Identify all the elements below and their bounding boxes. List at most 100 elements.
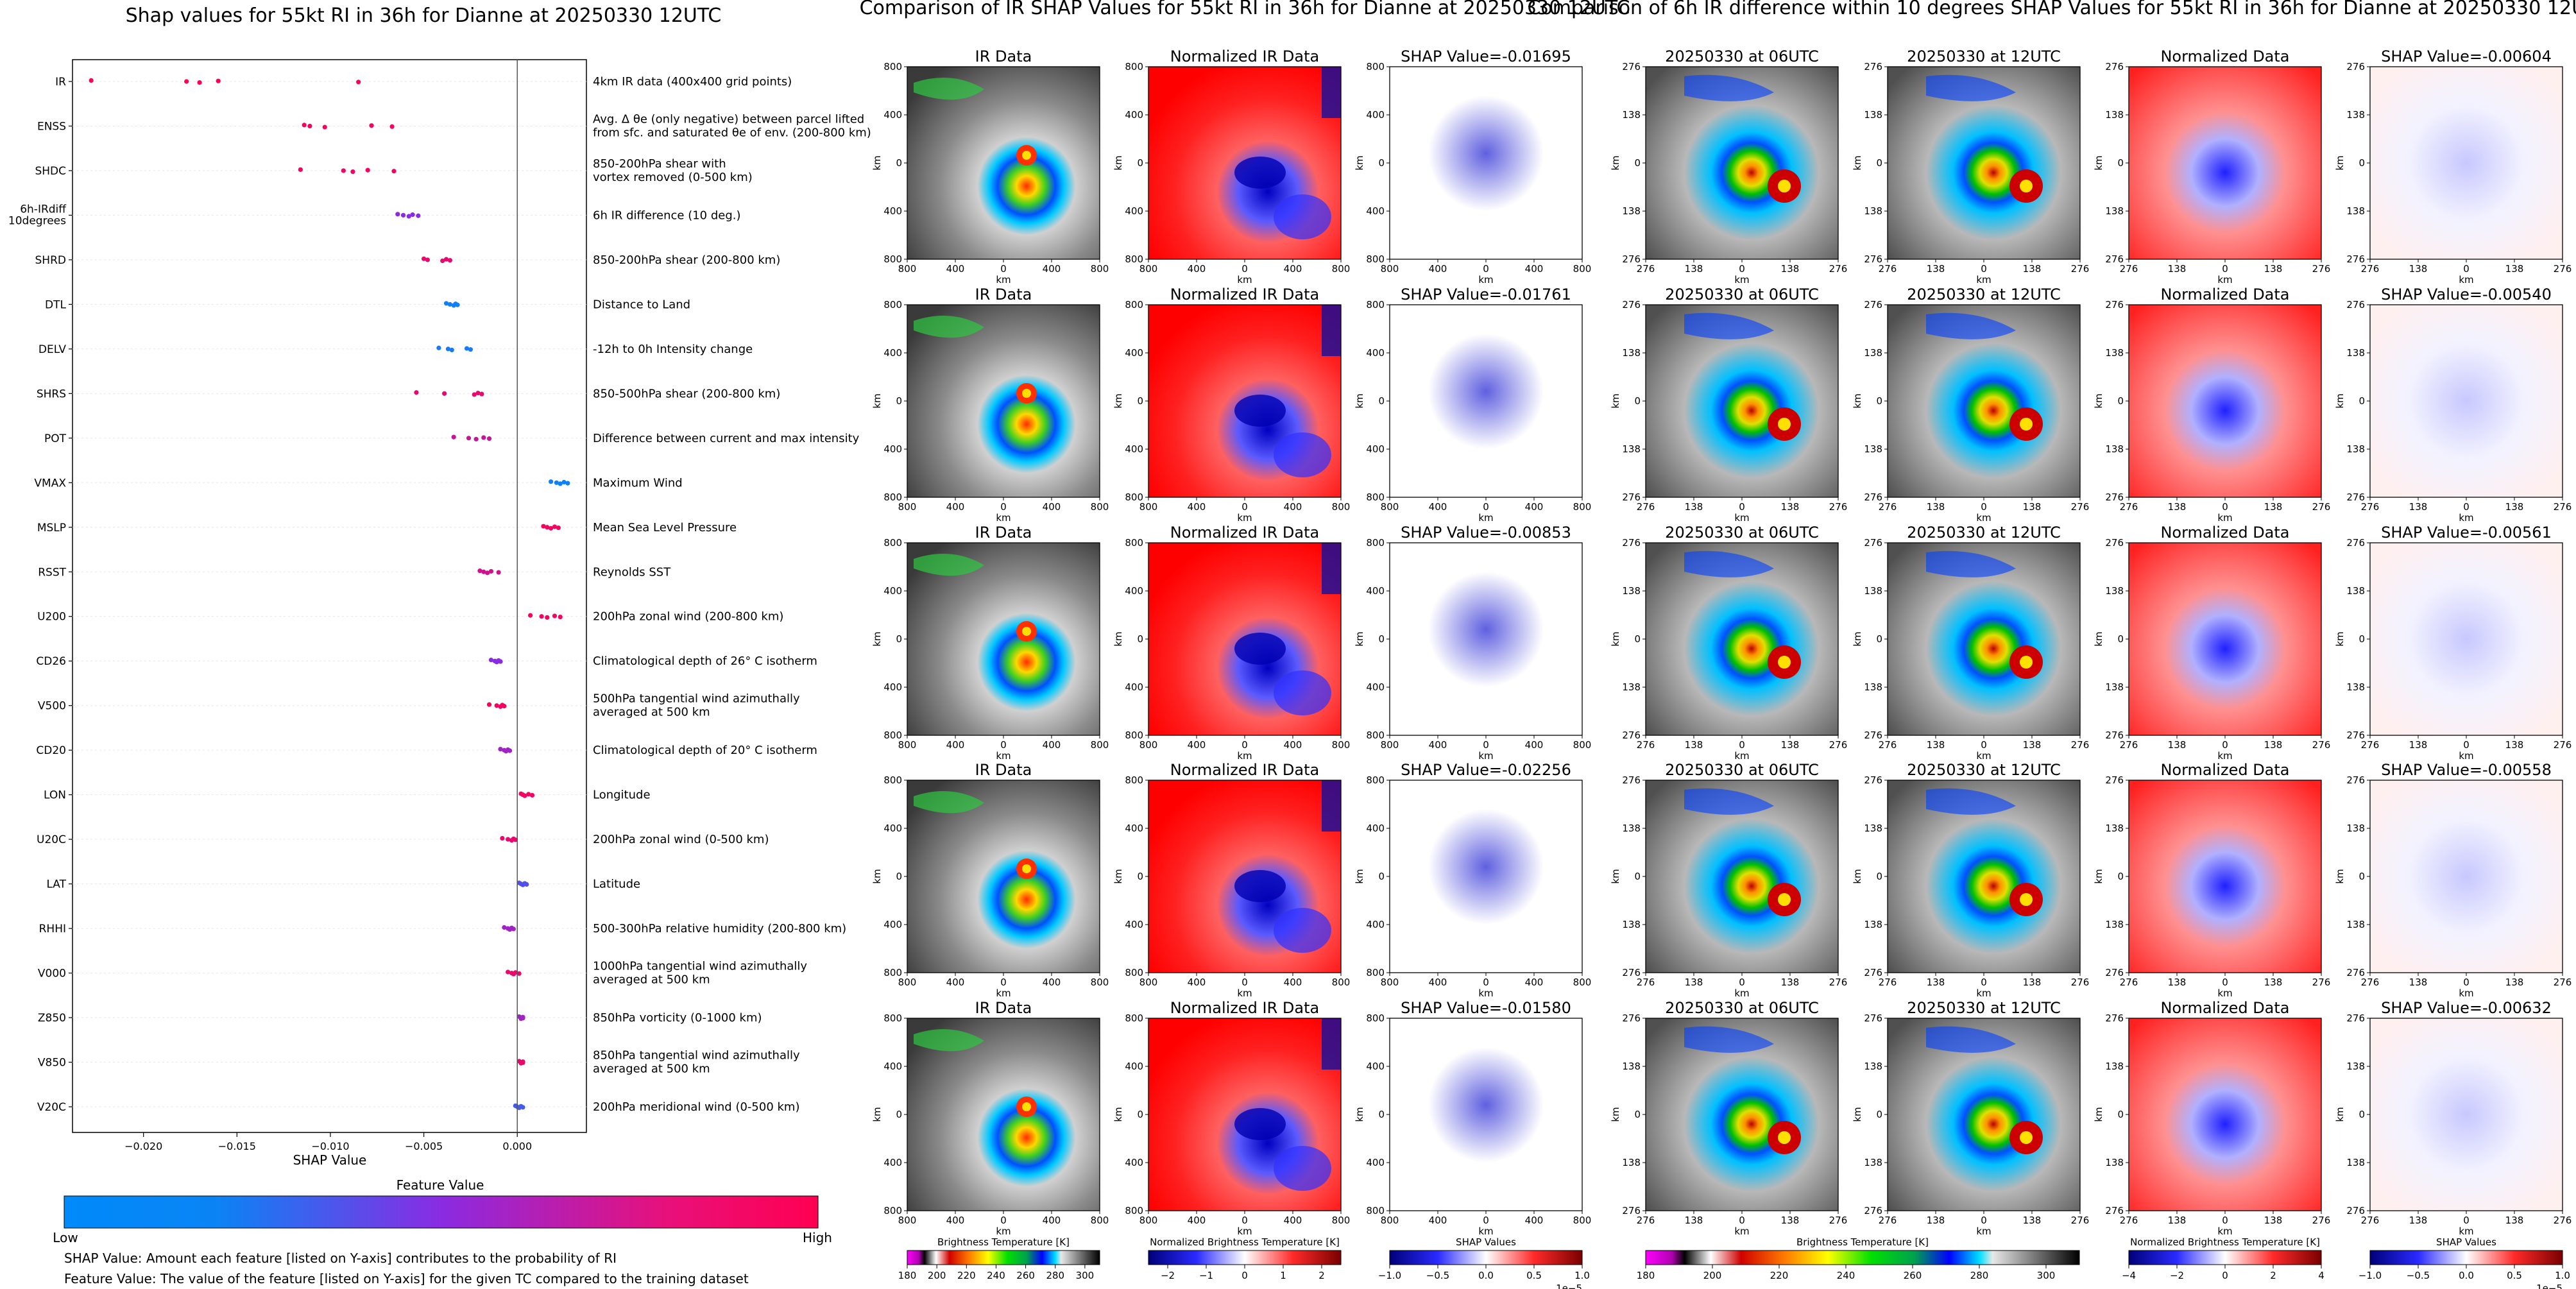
x-tick-label: 400 — [1429, 263, 1447, 275]
cold-cloud-region — [1274, 1146, 1331, 1191]
feature-label: MSLP — [37, 522, 66, 534]
y-tick-label: 276 — [1622, 1012, 1641, 1024]
x-axis-label: km — [1734, 512, 1749, 524]
x-tick-label: 138 — [1685, 977, 1703, 988]
storm-eye — [1022, 864, 1031, 873]
shap-point — [541, 524, 546, 529]
y-tick-label: 400 — [1366, 919, 1385, 930]
y-axis-label: km — [2093, 155, 2104, 170]
x-tick-label: 276 — [2071, 1215, 2090, 1226]
x-tick-label: 138 — [2168, 263, 2187, 275]
cloud-feature — [1684, 312, 1774, 339]
feature-label: RHHI — [39, 923, 66, 935]
y-axis-label: km — [1610, 869, 1621, 884]
ir-12utc-axes-title: 20250330 at 12UTC — [1907, 999, 2061, 1017]
y-tick-label: 276 — [1864, 253, 1882, 265]
y-tick-label: 0 — [1378, 871, 1385, 882]
y-tick-label: 400 — [1366, 585, 1385, 597]
y-tick-label: 0 — [2117, 395, 2124, 407]
ir-06utc-axes-title: 20250330 at 06UTC — [1665, 999, 1819, 1017]
x-tick-label: 138 — [2264, 501, 2283, 513]
shap-point — [545, 525, 550, 530]
colorbar-tick-label: −0.5 — [2407, 1270, 2430, 1281]
x-tick-label: 0.000 — [502, 1140, 532, 1152]
heatmap-image — [2129, 305, 2321, 497]
x-tick-label: 0 — [2222, 263, 2228, 275]
ir-data-axes-title: IR Data — [975, 286, 1032, 303]
y-tick-label: 0 — [1137, 395, 1143, 407]
normalized-ir-axes-title: Normalized IR Data — [1170, 524, 1319, 542]
shap-plot-frame — [72, 59, 587, 1133]
heatmap-image — [2129, 780, 2321, 973]
x-tick-label: 400 — [1525, 739, 1544, 751]
colorbar-tick-label: −1.0 — [2358, 1270, 2382, 1281]
x-tick-label: 0 — [1739, 1215, 1745, 1226]
y-axis-label: km — [2334, 869, 2346, 884]
y-tick-label: 800 — [1366, 537, 1385, 549]
x-tick-label: 138 — [2264, 977, 2283, 988]
feature-description: 4km IR data (400x400 grid points) — [593, 75, 792, 89]
y-tick-label: 0 — [896, 395, 902, 407]
x-axis-label: km — [1478, 987, 1493, 999]
x-tick-label: 800 — [1381, 1215, 1399, 1226]
colorbar-tick-label: 260 — [1016, 1270, 1035, 1281]
y-tick-label: 276 — [2346, 1012, 2365, 1024]
y-tick-label: 138 — [2105, 681, 2124, 693]
y-tick-label: 0 — [1137, 633, 1143, 645]
x-tick-label: 800 — [1381, 501, 1399, 513]
x-tick-label: 276 — [2312, 739, 2331, 751]
y-tick-label: 276 — [1622, 491, 1641, 503]
y-tick-label: 400 — [1366, 347, 1385, 359]
y-tick-label: 0 — [2117, 1109, 2124, 1120]
y-tick-label: 800 — [883, 774, 902, 786]
y-tick-label: 0 — [1876, 157, 1882, 169]
x-tick-label: 800 — [1332, 739, 1351, 751]
x-tick-label: 0 — [1981, 1215, 1987, 1226]
x-tick-label: 0 — [1739, 739, 1745, 751]
colorbar-tick-label: 300 — [1076, 1270, 1095, 1281]
normalized-difference-axes-title: Normalized Data — [2160, 47, 2289, 65]
y-tick-label: 400 — [1366, 1157, 1385, 1168]
y-tick-label: 0 — [1876, 1109, 1882, 1120]
x-tick-label: 138 — [2264, 739, 2283, 751]
shap-point — [558, 481, 563, 486]
x-tick-label: 0 — [2463, 739, 2469, 751]
y-axis-label: km — [1852, 393, 1863, 408]
x-tick-label: 138 — [2505, 1215, 2524, 1226]
y-tick-label: 800 — [883, 61, 902, 73]
x-tick-label: 138 — [1927, 739, 1945, 751]
x-tick-label: 400 — [1429, 1215, 1447, 1226]
shap-point — [552, 524, 558, 529]
x-tick-label: 800 — [1139, 739, 1158, 751]
cloud-feature — [1926, 1026, 2016, 1053]
cold-cloud-region — [1322, 305, 1341, 356]
y-axis-label: km — [1354, 393, 1365, 408]
shap-point — [486, 702, 492, 707]
x-axis-label: km — [2459, 1225, 2473, 1237]
normalized-ir-axes-title: Normalized IR Data — [1170, 999, 1319, 1017]
y-axis-label: km — [2334, 393, 2346, 408]
y-tick-label: 138 — [1864, 205, 1882, 217]
x-tick-label: −0.020 — [124, 1140, 162, 1152]
y-tick-label: 138 — [1622, 205, 1641, 217]
x-tick-label: 800 — [1573, 263, 1592, 275]
x-tick-label: 138 — [1685, 739, 1703, 751]
shap-point — [341, 168, 346, 173]
y-tick-label: 138 — [1622, 1061, 1641, 1072]
cold-cloud-region — [1322, 1018, 1341, 1070]
ir-12utc-axes-title: 20250330 at 12UTC — [1907, 47, 2061, 65]
y-tick-label: 138 — [2346, 1061, 2365, 1072]
ir-06utc-axes-title: 20250330 at 06UTC — [1665, 47, 1819, 65]
shap-point — [356, 80, 361, 85]
colorbar-tick-label: 2 — [2270, 1270, 2276, 1281]
cold-cloud-region — [1234, 870, 1286, 902]
y-tick-label: 800 — [1125, 491, 1143, 503]
colorbar-tick-label: 280 — [1046, 1270, 1064, 1281]
y-tick-label: 400 — [1125, 1157, 1143, 1168]
shap-point — [516, 971, 522, 976]
